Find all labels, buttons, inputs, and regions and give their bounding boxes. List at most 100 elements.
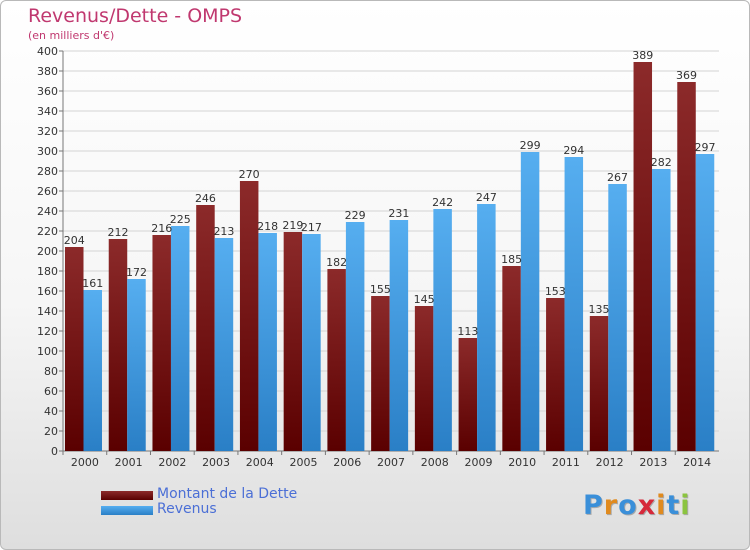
data-label-debt: 155 — [370, 283, 391, 296]
legend-label-revenue: Revenus — [157, 501, 217, 517]
data-label-revenue: 229 — [345, 209, 366, 222]
y-tick-label: 160 — [37, 285, 58, 298]
x-tick-label: 2009 — [464, 456, 492, 469]
data-label-revenue: 218 — [257, 220, 278, 233]
x-tick-label: 2001 — [115, 456, 143, 469]
x-tick-label: 2003 — [202, 456, 230, 469]
x-tick-label: 2012 — [596, 456, 624, 469]
bar-debt — [414, 306, 434, 451]
bar-debt — [327, 269, 346, 451]
y-tick-label: 140 — [37, 305, 58, 318]
y-tick-label: 320 — [37, 125, 58, 138]
bar-revenue — [83, 290, 102, 451]
x-tick-label: 2008 — [421, 456, 449, 469]
x-tick-label: 2013 — [639, 456, 667, 469]
bar-revenue — [695, 154, 715, 451]
legend-label-debt: Montant de la Dette — [157, 486, 298, 502]
bar-revenue — [127, 279, 146, 451]
bar-debt — [65, 247, 84, 451]
data-label-debt: 182 — [326, 256, 347, 269]
y-tick-label: 400 — [37, 45, 58, 58]
bar-debt — [196, 205, 215, 451]
y-tick-label: 60 — [44, 385, 58, 398]
chart-title: Revenus/Dette - OMPS — [28, 5, 243, 27]
bar-revenue — [652, 169, 671, 451]
bar-debt — [546, 298, 565, 451]
y-tick-label: 200 — [37, 245, 58, 258]
y-tick-label: 0 — [51, 445, 58, 458]
bar-revenue — [170, 226, 190, 451]
bar-debt — [283, 232, 303, 451]
bar-revenue — [608, 184, 627, 451]
y-tick-label: 300 — [37, 145, 58, 158]
x-tick-label: 2010 — [508, 456, 536, 469]
y-tick-label: 20 — [44, 425, 58, 438]
x-tick-label: 2011 — [552, 456, 580, 469]
x-tick-label: 2004 — [246, 456, 274, 469]
y-tick-label: 40 — [44, 405, 58, 418]
logo-letter: x — [637, 490, 657, 521]
bar-revenue — [477, 204, 496, 451]
bar-revenue — [345, 222, 365, 451]
y-tick-label: 260 — [37, 185, 58, 198]
data-label-debt: 185 — [501, 253, 522, 266]
data-label-debt: 113 — [457, 325, 478, 338]
x-tick-label: 2007 — [377, 456, 405, 469]
data-label-revenue: 217 — [301, 221, 322, 234]
bar-debt — [239, 181, 259, 451]
data-label-debt: 153 — [545, 285, 566, 298]
bar-revenue — [214, 238, 234, 451]
y-tick-label: 240 — [37, 205, 58, 218]
data-label-revenue: 231 — [388, 207, 409, 220]
chart-subtitle: (en milliers d'€) — [28, 29, 115, 42]
legend-swatch-debt — [101, 491, 153, 500]
bar-revenue — [564, 157, 584, 451]
x-tick-label: 2006 — [333, 456, 361, 469]
data-label-revenue: 294 — [563, 144, 584, 157]
data-label-revenue: 242 — [432, 196, 453, 209]
bar-revenue — [520, 152, 540, 451]
y-tick-label: 220 — [37, 225, 58, 238]
y-tick-label: 180 — [37, 265, 58, 278]
data-label-revenue: 161 — [82, 277, 103, 290]
logo-letter: i — [656, 490, 667, 521]
data-label-debt: 212 — [107, 226, 128, 239]
y-tick-label: 340 — [37, 105, 58, 118]
bar-debt — [502, 266, 521, 451]
legend-swatch-revenue — [101, 506, 153, 515]
data-label-debt: 216 — [151, 222, 172, 235]
y-tick-label: 100 — [37, 345, 58, 358]
data-label-debt: 145 — [414, 293, 435, 306]
data-label-debt: 369 — [676, 69, 697, 82]
bars — [65, 62, 715, 451]
data-label-revenue: 267 — [607, 171, 628, 184]
y-tick-label: 120 — [37, 325, 58, 338]
x-tick-label: 2000 — [71, 456, 99, 469]
logo-letter: o — [618, 490, 638, 521]
data-label-debt: 270 — [239, 168, 260, 181]
logo-letter: i — [680, 490, 691, 521]
data-label-revenue: 282 — [651, 156, 672, 169]
proxiti-logo: Proxiti — [583, 490, 691, 521]
logo-letter: t — [666, 490, 681, 521]
y-tick-label: 280 — [37, 165, 58, 178]
bar-debt — [458, 338, 478, 451]
data-label-debt: 135 — [589, 303, 610, 316]
bar-revenue — [389, 220, 409, 451]
bar-debt — [108, 239, 128, 451]
y-tick-label: 380 — [37, 65, 58, 78]
x-tick-label: 2005 — [290, 456, 318, 469]
y-tick-label: 360 — [37, 85, 58, 98]
bar-debt — [589, 316, 609, 451]
data-label-revenue: 213 — [213, 225, 234, 238]
bar-revenue — [258, 233, 277, 451]
data-label-debt: 204 — [64, 234, 85, 247]
axes: 0 20 40 60 80 100 120 140 160 180 200 220 240 260 280 3… — [37, 45, 719, 469]
data-label-revenue: 299 — [520, 139, 541, 152]
bar-debt — [152, 235, 171, 451]
data-label-revenue: 247 — [476, 191, 497, 204]
x-tick-label: 2014 — [683, 456, 711, 469]
